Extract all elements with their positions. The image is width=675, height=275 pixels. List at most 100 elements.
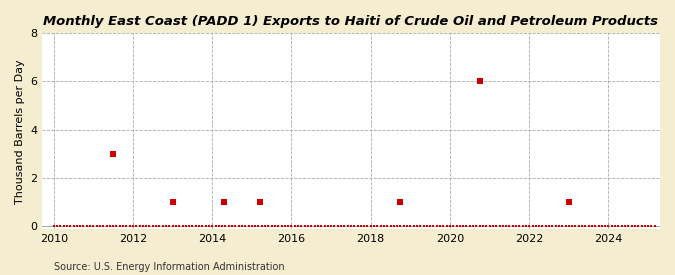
Point: [293, 224, 304, 228]
Point: [616, 224, 627, 228]
Point: [72, 224, 82, 228]
Point: [335, 224, 346, 228]
Point: [323, 224, 333, 228]
Point: [560, 224, 571, 228]
Point: [576, 224, 587, 228]
Point: [157, 224, 168, 228]
Point: [632, 224, 643, 228]
Point: [339, 224, 350, 228]
Point: [508, 224, 518, 228]
Point: [207, 224, 217, 228]
Point: [114, 224, 125, 228]
Point: [388, 224, 399, 228]
Point: [392, 224, 402, 228]
Point: [395, 199, 406, 204]
Point: [105, 224, 115, 228]
Point: [643, 224, 653, 228]
Point: [514, 224, 524, 228]
Point: [564, 224, 574, 228]
Point: [372, 224, 383, 228]
Point: [524, 224, 535, 228]
Point: [75, 224, 86, 228]
Point: [174, 224, 185, 228]
Point: [369, 224, 379, 228]
Point: [194, 224, 205, 228]
Point: [587, 224, 597, 228]
Point: [626, 224, 637, 228]
Point: [138, 224, 148, 228]
Point: [346, 224, 356, 228]
Point: [478, 224, 489, 228]
Point: [290, 224, 300, 228]
Point: [88, 224, 99, 228]
Point: [171, 224, 182, 228]
Point: [382, 224, 393, 228]
Point: [362, 224, 373, 228]
Point: [639, 224, 650, 228]
Point: [408, 224, 419, 228]
Point: [151, 224, 161, 228]
Point: [418, 224, 429, 228]
Point: [425, 224, 435, 228]
Point: [279, 224, 290, 228]
Point: [504, 224, 515, 228]
Point: [597, 224, 608, 228]
Point: [78, 224, 89, 228]
Point: [623, 224, 634, 228]
Point: [573, 224, 584, 228]
Point: [98, 224, 109, 228]
Point: [385, 224, 396, 228]
Point: [448, 224, 459, 228]
Point: [286, 224, 297, 228]
Point: [276, 224, 287, 228]
Point: [534, 224, 545, 228]
Point: [342, 224, 353, 228]
Point: [610, 224, 620, 228]
Y-axis label: Thousand Barrels per Day: Thousand Barrels per Day: [15, 59, 25, 204]
Text: Source: U.S. Energy Information Administration: Source: U.S. Energy Information Administ…: [54, 262, 285, 272]
Point: [213, 224, 224, 228]
Point: [358, 224, 369, 228]
Point: [352, 224, 363, 228]
Point: [365, 224, 376, 228]
Title: Monthly East Coast (PADD 1) Exports to Haiti of Crude Oil and Petroleum Products: Monthly East Coast (PADD 1) Exports to H…: [43, 15, 658, 28]
Point: [180, 224, 191, 228]
Point: [283, 224, 294, 228]
Point: [412, 224, 423, 228]
Point: [603, 224, 614, 228]
Point: [319, 224, 330, 228]
Point: [405, 224, 416, 228]
Point: [428, 224, 439, 228]
Point: [438, 224, 449, 228]
Point: [520, 224, 531, 228]
Point: [84, 224, 95, 228]
Point: [117, 224, 128, 228]
Point: [187, 224, 198, 228]
Point: [243, 224, 254, 228]
Point: [161, 224, 171, 228]
Point: [131, 224, 142, 228]
Point: [510, 224, 521, 228]
Point: [250, 224, 261, 228]
Point: [332, 224, 343, 228]
Point: [487, 224, 498, 228]
Point: [620, 224, 630, 228]
Point: [451, 224, 462, 228]
Point: [484, 224, 495, 228]
Point: [167, 199, 178, 204]
Point: [51, 224, 62, 228]
Point: [402, 224, 412, 228]
Point: [254, 199, 265, 204]
Point: [210, 224, 221, 228]
Point: [356, 224, 367, 228]
Point: [217, 224, 227, 228]
Point: [379, 224, 389, 228]
Point: [68, 224, 79, 228]
Point: [302, 224, 313, 228]
Point: [266, 224, 277, 228]
Point: [121, 224, 132, 228]
Point: [475, 79, 485, 84]
Point: [567, 224, 578, 228]
Point: [564, 199, 574, 204]
Point: [606, 224, 617, 228]
